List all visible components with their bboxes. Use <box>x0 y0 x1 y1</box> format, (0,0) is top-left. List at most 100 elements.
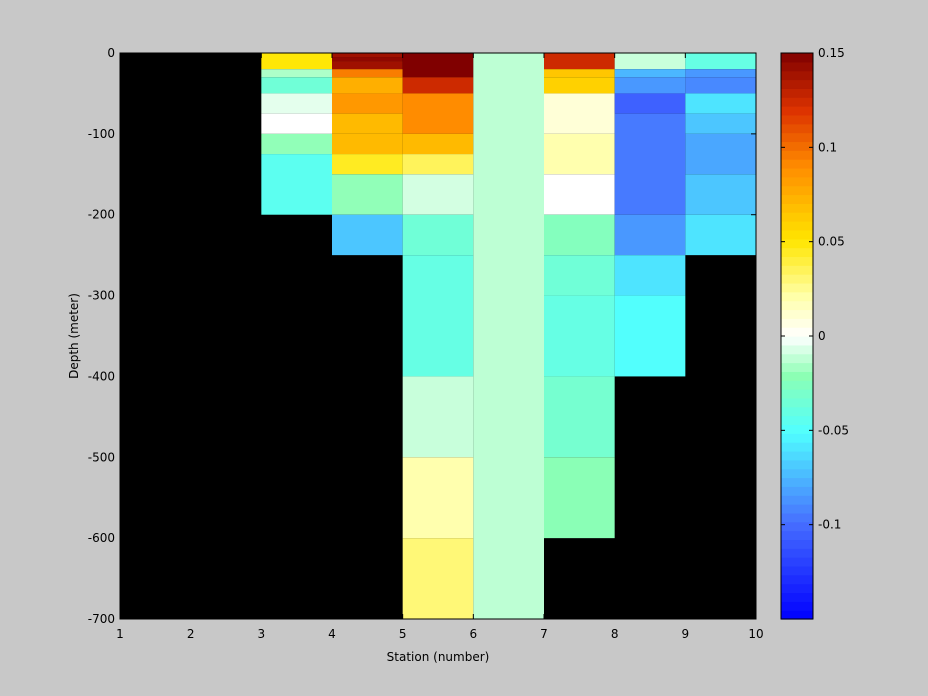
colorbar-step <box>781 610 813 620</box>
heatmap-cell <box>402 376 474 458</box>
heatmap-cell <box>402 77 474 94</box>
x-tick-label: 4 <box>328 627 336 641</box>
heatmap-cell <box>685 77 756 94</box>
colorbar-step <box>781 380 813 390</box>
colorbar-step <box>781 521 813 532</box>
colorbar: 0.15 0.1 0.05 0 -0.05 -0.1 <box>780 46 849 620</box>
colorbar-step <box>781 265 813 275</box>
x-tick-label: 2 <box>187 627 195 641</box>
heatmap-cell <box>685 53 756 70</box>
colorbar-step <box>781 167 813 178</box>
heatmap-cell <box>614 295 686 377</box>
y-axis: 0 -100 -200 -300 -400 -500 -600 -700 <box>88 46 756 626</box>
heatmap-cell <box>402 133 474 155</box>
x-tick-label: 3 <box>258 627 266 641</box>
heatmap-cell <box>261 77 332 94</box>
colorbar-step <box>781 353 813 364</box>
colorbar-step <box>781 150 813 160</box>
colorbar-step <box>781 415 813 426</box>
heatmap-cell <box>402 457 474 539</box>
heatmap-cell <box>544 214 615 256</box>
heatmap-cell <box>332 133 403 155</box>
heatmap-cell <box>402 93 474 134</box>
colorbar-step <box>781 344 813 355</box>
heatmap-cell <box>261 53 332 70</box>
colorbar-ticks: 0.15 0.1 0.05 0 -0.05 -0.1 <box>781 46 849 532</box>
colorbar-step <box>781 53 813 63</box>
colorbar-step <box>781 512 813 523</box>
x-tick-label: 5 <box>399 627 407 641</box>
heatmap-cell <box>332 154 403 175</box>
colorbar-step <box>781 424 813 434</box>
colorbar-step <box>781 88 813 98</box>
x-tick-label: 8 <box>611 627 619 641</box>
colorbar-step <box>781 132 813 143</box>
colorbar-step <box>781 557 813 567</box>
colorbar-step <box>781 495 813 505</box>
heatmap-cell <box>614 93 686 114</box>
heatmap-cell <box>261 69 332 78</box>
heatmap-cell <box>402 174 474 215</box>
heatmap-cells <box>261 53 756 619</box>
colorbar-step <box>781 106 813 116</box>
heatmap-cell <box>544 77 615 94</box>
heatmap-cell <box>261 93 332 114</box>
colorbar-tick-label: -0.05 <box>818 423 849 437</box>
y-tick-label: -600 <box>88 531 115 545</box>
y-axis-label: Depth (meter) <box>67 293 81 379</box>
colorbar-step <box>781 291 813 302</box>
colorbar-step <box>781 229 813 240</box>
heatmap-cell <box>544 93 615 134</box>
heatmap-cell <box>402 154 474 175</box>
colorbar-step <box>781 468 813 479</box>
colorbar-step <box>781 565 813 576</box>
colorbar-step <box>781 397 813 408</box>
heatmap-cell <box>544 255 615 296</box>
colorbar-step <box>781 548 813 558</box>
colorbar-step <box>781 238 813 249</box>
colorbar-step <box>781 592 813 602</box>
colorbar-step <box>781 583 813 594</box>
plot-frame <box>119 52 757 620</box>
colorbar-step <box>781 477 813 487</box>
heatmap-cell <box>614 214 686 256</box>
heatmap-cell <box>685 69 756 78</box>
y-tick-label: -300 <box>88 289 115 303</box>
x-axis-label: Station (number) <box>387 650 490 664</box>
x-tick-label: 6 <box>470 627 478 641</box>
plot-area <box>119 52 757 620</box>
colorbar-step <box>781 123 813 134</box>
colorbar-step <box>781 159 813 169</box>
heatmap-cell <box>332 61 403 70</box>
colorbar-step <box>781 336 813 346</box>
colorbar-step <box>781 450 813 461</box>
heatmap-cell <box>544 133 615 175</box>
colorbar-tick-label: 0.05 <box>818 235 845 249</box>
colorbar-step <box>781 79 813 89</box>
colorbar-tick-label: 0.1 <box>818 140 837 154</box>
x-tick-label: 1 <box>116 627 124 641</box>
colorbar-step <box>781 247 813 258</box>
colorbar-tick-label: 0 <box>818 329 826 343</box>
heatmap-cell <box>614 53 686 70</box>
colorbar-step <box>781 406 813 417</box>
heatmap-cell <box>332 113 403 134</box>
heatmap-cell <box>332 93 403 114</box>
heatmap-cell <box>261 154 332 215</box>
colorbar-step <box>781 203 813 213</box>
heatmap-cell <box>685 133 756 175</box>
x-tick-label: 9 <box>682 627 690 641</box>
heatmap-cell <box>544 457 615 539</box>
heatmap-cell <box>544 376 615 458</box>
colorbar-step <box>781 318 813 328</box>
colorbar-tick-label: -0.1 <box>818 518 841 532</box>
x-axis: 1 2 3 4 5 6 7 8 9 10 <box>116 53 764 641</box>
colorbar-step <box>781 221 813 231</box>
colorbar-step <box>781 300 813 311</box>
colorbar-step <box>781 574 813 585</box>
heatmap-cell <box>544 295 615 377</box>
heatmap-cell <box>332 174 403 215</box>
colorbar-step <box>781 362 813 372</box>
colorbar-step <box>781 212 813 222</box>
colorbar-step <box>781 97 813 107</box>
